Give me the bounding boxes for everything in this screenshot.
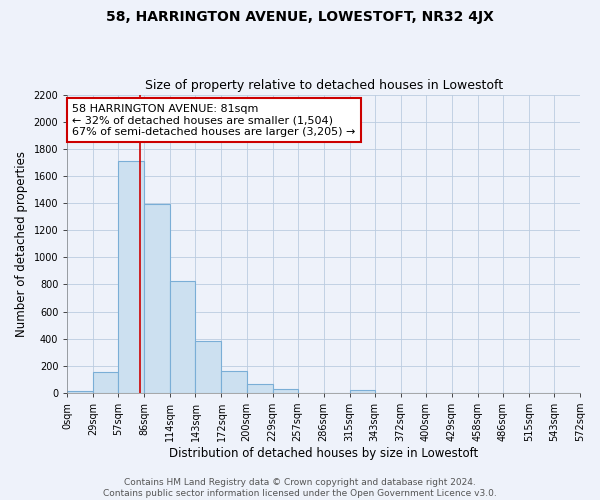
Bar <box>196 340 221 393</box>
Bar <box>170 281 196 393</box>
Text: Contains HM Land Registry data © Crown copyright and database right 2024.
Contai: Contains HM Land Registry data © Crown c… <box>103 478 497 498</box>
X-axis label: Distribution of detached houses by size in Lowestoft: Distribution of detached houses by size … <box>169 447 478 460</box>
Bar <box>350 390 375 393</box>
Text: 58, HARRINGTON AVENUE, LOWESTOFT, NR32 4JX: 58, HARRINGTON AVENUE, LOWESTOFT, NR32 4… <box>106 10 494 24</box>
Bar <box>118 161 145 393</box>
Y-axis label: Number of detached properties: Number of detached properties <box>15 150 28 336</box>
Text: 58 HARRINGTON AVENUE: 81sqm
← 32% of detached houses are smaller (1,504)
67% of : 58 HARRINGTON AVENUE: 81sqm ← 32% of det… <box>73 104 356 136</box>
Bar <box>94 372 118 393</box>
Bar <box>145 204 170 393</box>
Title: Size of property relative to detached houses in Lowestoft: Size of property relative to detached ho… <box>145 79 503 92</box>
Bar <box>67 391 94 393</box>
Bar <box>247 384 272 393</box>
Bar <box>272 389 298 393</box>
Bar <box>221 371 247 393</box>
